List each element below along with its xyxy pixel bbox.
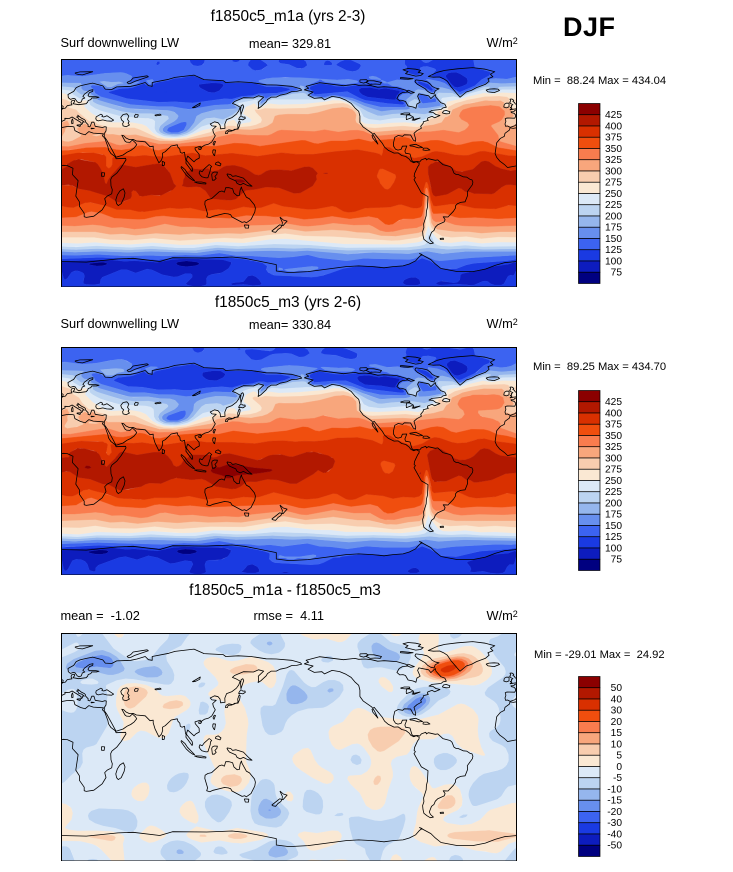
svg-text:200: 200: [605, 211, 622, 222]
svg-text:125: 125: [605, 532, 622, 543]
svg-text:250: 250: [605, 475, 622, 486]
svg-text:-50: -50: [607, 841, 622, 852]
svg-text:100: 100: [605, 543, 622, 554]
svg-text:-10: -10: [607, 784, 622, 795]
svg-text:400: 400: [605, 121, 622, 132]
svg-text:200: 200: [605, 498, 622, 509]
svg-text:50: 50: [611, 683, 623, 694]
svg-text:5: 5: [616, 751, 622, 762]
svg-text:100: 100: [605, 256, 622, 267]
svg-text:150: 150: [605, 520, 622, 531]
svg-text:350: 350: [605, 430, 622, 441]
svg-text:15: 15: [611, 728, 623, 739]
svg-text:225: 225: [605, 487, 622, 498]
svg-text:-15: -15: [607, 796, 622, 807]
svg-text:20: 20: [611, 717, 623, 728]
svg-text:375: 375: [605, 419, 622, 430]
svg-text:225: 225: [605, 200, 622, 211]
svg-text:400: 400: [605, 408, 622, 419]
svg-text:175: 175: [605, 509, 622, 520]
svg-text:125: 125: [605, 245, 622, 256]
svg-text:-30: -30: [607, 818, 622, 829]
svg-text:325: 325: [605, 442, 622, 453]
svg-text:0: 0: [616, 762, 622, 773]
svg-text:30: 30: [611, 706, 623, 717]
svg-text:300: 300: [605, 166, 622, 177]
svg-text:350: 350: [605, 143, 622, 154]
svg-text:-5: -5: [613, 773, 622, 784]
svg-text:10: 10: [611, 739, 623, 750]
svg-text:75: 75: [611, 267, 623, 278]
svg-text:325: 325: [605, 155, 622, 166]
svg-text:40: 40: [611, 694, 623, 705]
svg-text:425: 425: [605, 397, 622, 408]
svg-text:75: 75: [611, 554, 623, 565]
svg-text:250: 250: [605, 188, 622, 199]
svg-text:275: 275: [605, 464, 622, 475]
svg-text:300: 300: [605, 453, 622, 464]
svg-text:425: 425: [605, 110, 622, 121]
svg-text:-40: -40: [607, 829, 622, 840]
svg-text:150: 150: [605, 233, 622, 244]
svg-text:275: 275: [605, 177, 622, 188]
svg-text:375: 375: [605, 132, 622, 143]
svg-text:-20: -20: [607, 807, 622, 818]
svg-text:175: 175: [605, 222, 622, 233]
